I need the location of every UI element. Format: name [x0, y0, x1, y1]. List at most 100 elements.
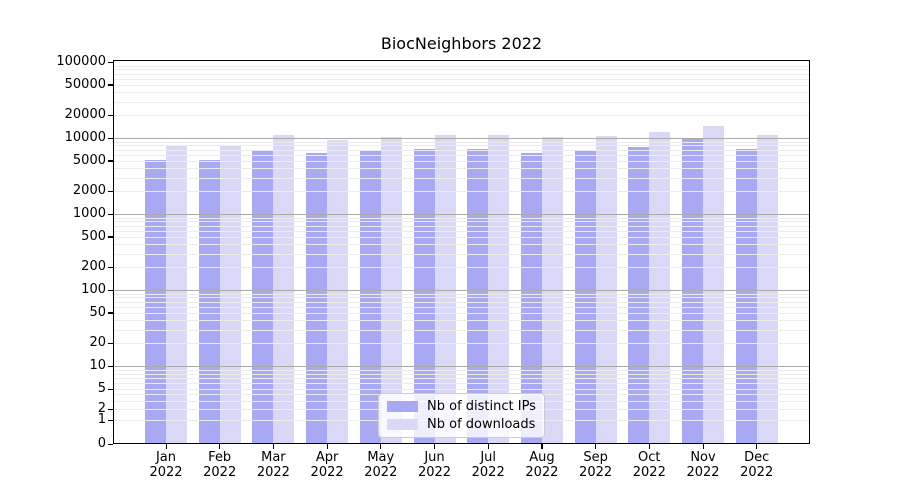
- y-tick: [108, 408, 113, 410]
- x-tick-year: 2022: [632, 465, 666, 480]
- bar: [595, 136, 617, 444]
- y-tick-label: 1: [97, 412, 106, 427]
- x-tick-label: Dec 2022: [727, 450, 787, 480]
- gridline: [114, 84, 809, 86]
- y-tick: [108, 443, 113, 445]
- bar: [703, 125, 724, 444]
- y-tick: [108, 61, 113, 63]
- y-tick: [108, 190, 113, 192]
- y-tick-label: 10: [89, 358, 106, 373]
- gridline: [114, 73, 809, 75]
- y-tick-label: 5: [97, 381, 106, 396]
- y-tick-label: 100: [81, 282, 106, 297]
- y-tick: [108, 419, 113, 421]
- legend-item: Nb of downloads: [387, 417, 536, 432]
- bar: [198, 160, 220, 444]
- legend-swatch-distinct-ips: [387, 401, 418, 412]
- x-tick: [326, 444, 328, 449]
- x-tick-year: 2022: [686, 465, 720, 480]
- x-tick-label: Jul 2022: [458, 450, 518, 480]
- legend-item: Nb of distinct IPs: [387, 399, 536, 414]
- legend-label: Nb of downloads: [427, 417, 536, 432]
- bar: [252, 149, 274, 444]
- y-tick: [108, 236, 113, 238]
- y-tick-label: 50: [89, 304, 106, 320]
- y-tick: [108, 84, 113, 86]
- x-tick-label: May 2022: [351, 450, 411, 480]
- y-tick: [108, 266, 113, 268]
- x-tick: [487, 444, 489, 449]
- x-tick-label: Jun 2022: [405, 450, 465, 480]
- x-tick-label: Apr 2022: [297, 450, 357, 480]
- y-tick-label: 20: [89, 335, 106, 351]
- y-tick: [108, 114, 113, 116]
- x-tick-year: 2022: [579, 465, 613, 480]
- x-tick-label: Aug 2022: [512, 450, 572, 480]
- y-tick-label: 2: [97, 401, 106, 416]
- bar: [359, 150, 381, 444]
- bar: [273, 135, 295, 444]
- bar: [145, 160, 166, 444]
- bar: [327, 140, 349, 444]
- bar: [735, 149, 757, 444]
- bar: [649, 132, 671, 444]
- y-tick-label: 50000: [64, 76, 106, 92]
- y-tick: [108, 312, 113, 314]
- gridline: [114, 65, 809, 67]
- x-tick: [756, 444, 758, 449]
- y-tick: [108, 160, 113, 162]
- y-tick-label: 10000: [64, 130, 106, 145]
- bar: [628, 146, 650, 444]
- legend: Nb of distinct IPs Nb of downloads: [378, 393, 545, 438]
- y-tick-label: 0: [97, 436, 106, 451]
- bar: [541, 137, 563, 444]
- x-tick: [595, 444, 597, 449]
- y-tick-label: 100000: [56, 54, 106, 69]
- x-tick: [219, 444, 221, 449]
- x-tick-year: 2022: [417, 465, 452, 480]
- x-tick-year: 2022: [149, 465, 183, 480]
- bar: [219, 144, 241, 444]
- x-tick: [165, 444, 167, 449]
- x-tick-label: Nov 2022: [673, 450, 733, 480]
- x-tick-year: 2022: [203, 465, 237, 480]
- x-tick-label: Jan 2022: [136, 450, 196, 480]
- y-tick: [108, 342, 113, 344]
- y-tick: [108, 388, 113, 390]
- x-tick-year: 2022: [471, 465, 505, 480]
- y-tick: [108, 289, 113, 291]
- x-tick-year: 2022: [256, 465, 290, 480]
- gridline: [114, 92, 809, 94]
- y-tick-label: 5000: [72, 152, 106, 168]
- x-tick: [648, 444, 650, 449]
- gridline: [114, 69, 809, 71]
- y-tick: [108, 365, 113, 367]
- x-tick: [434, 444, 436, 449]
- x-tick: [541, 444, 543, 449]
- y-tick: [108, 137, 113, 139]
- x-tick-label: Oct 2022: [619, 450, 679, 480]
- bar: [166, 145, 187, 444]
- y-tick-label: 2000: [72, 183, 106, 199]
- y-tick-label: 1000: [72, 206, 106, 221]
- x-tick: [702, 444, 704, 449]
- x-tick-label: Feb 2022: [190, 450, 250, 480]
- y-tick-label: 500: [81, 228, 106, 244]
- x-tick-year: 2022: [740, 465, 774, 480]
- legend-swatch-downloads: [387, 419, 418, 430]
- x-tick-year: 2022: [364, 465, 398, 480]
- bar: [306, 153, 328, 444]
- gridline: [114, 78, 809, 80]
- gridline: [114, 101, 809, 103]
- chart-title: BiocNeighbors 2022: [380, 34, 543, 53]
- legend-label: Nb of distinct IPs: [427, 399, 536, 414]
- y-tick: [108, 213, 113, 215]
- bar: [756, 134, 778, 444]
- x-tick-label: Mar 2022: [243, 450, 303, 480]
- gridline: [114, 115, 809, 117]
- x-tick-year: 2022: [525, 465, 559, 480]
- x-tick: [272, 444, 275, 449]
- x-tick-year: 2022: [310, 465, 344, 480]
- y-tick-label: 20000: [64, 107, 106, 123]
